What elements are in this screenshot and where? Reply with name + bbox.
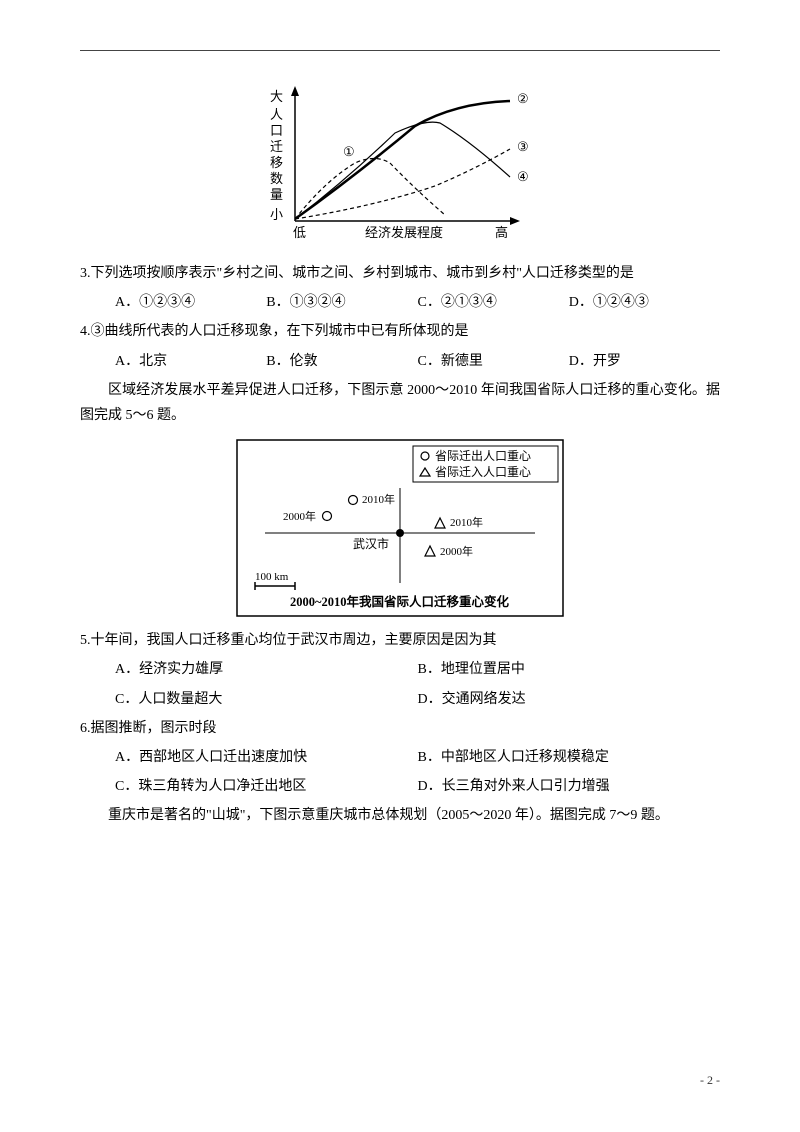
q5-opt-a: A．经济实力雄厚 xyxy=(115,657,418,682)
page-number: - 2 - xyxy=(700,1070,720,1092)
q3-opt-d: D．①②④③ xyxy=(569,290,720,315)
curve-label-4: ④ xyxy=(517,169,529,184)
in-2010: 2010年 xyxy=(450,515,483,529)
y-c1: 人 xyxy=(270,107,283,122)
intro-7-9: 重庆市是著名的"山城"，下图示意重庆城市总体规划（2005～2020 年）。据图… xyxy=(80,803,720,828)
legend1: 省际迁出人口重心 xyxy=(435,449,531,463)
q3-text: 3.下列选项按顺序表示"乡村之间、城市之间、乡村到城市、城市到乡村"人口迁移类型… xyxy=(80,261,720,286)
q4-opt-c: C．新德里 xyxy=(418,349,569,374)
q6-opt-a: A．西部地区人口迁出速度加快 xyxy=(115,745,418,770)
q3-opt-a: A．①②③④ xyxy=(115,290,266,315)
x-label: 经济发展程度 xyxy=(365,225,443,240)
y-c4: 移 xyxy=(270,155,283,170)
q5-options-row1: A．经济实力雄厚 B．地理位置居中 xyxy=(80,657,720,682)
curve-label-3: ③ xyxy=(517,139,529,154)
page-container: 大 人 口 迁 移 数 量 小 低 经济发展程度 高 ② ④ ③ ① 3.下列选… xyxy=(0,0,800,1132)
y-c2: 口 xyxy=(270,123,283,138)
y-small: 小 xyxy=(270,207,283,222)
out-2010: 2010年 xyxy=(362,492,395,506)
in-2000: 2000年 xyxy=(440,544,473,558)
q3-opt-b: B．①③②④ xyxy=(266,290,417,315)
chart-migration-curves: 大 人 口 迁 移 数 量 小 低 经济发展程度 高 ② ④ ③ ① xyxy=(255,81,545,251)
q5-text: 5.十年间，我国人口迁移重心均位于武汉市周边，主要原因是因为其 xyxy=(80,628,720,653)
q6-opt-b: B．中部地区人口迁移规模稳定 xyxy=(418,745,721,770)
q6-opt-c: C．珠三角转为人口净迁出地区 xyxy=(115,774,418,799)
q4-opt-b: B．伦敦 xyxy=(266,349,417,374)
legend2: 省际迁入人口重心 xyxy=(435,465,531,479)
q5-opt-b: B．地理位置居中 xyxy=(418,657,721,682)
q6-options-row1: A．西部地区人口迁出速度加快 B．中部地区人口迁移规模稳定 xyxy=(80,745,720,770)
x-low: 低 xyxy=(293,225,306,240)
q4-opt-a: A．北京 xyxy=(115,349,266,374)
chart-migration-centroid: 省际迁出人口重心 省际迁入人口重心 武汉市 2010年 2000年 2010年 … xyxy=(235,438,565,618)
q3-options: A．①②③④ B．①③②④ C．②①③④ D．①②④③ xyxy=(80,290,720,315)
chart2-caption: 2000~2010年我国省际人口迁移重心变化 xyxy=(290,594,510,609)
x-high: 高 xyxy=(495,225,508,240)
y-c3: 迁 xyxy=(270,139,283,154)
top-rule xyxy=(80,50,720,51)
q6-options-row2: C．珠三角转为人口净迁出地区 D．长三角对外来人口引力增强 xyxy=(80,774,720,799)
q6-opt-d: D．长三角对外来人口引力增强 xyxy=(418,774,721,799)
q4-options: A．北京 B．伦敦 C．新德里 D．开罗 xyxy=(80,349,720,374)
y-big: 大 xyxy=(270,89,283,104)
center-city: 武汉市 xyxy=(353,536,389,551)
curve-label-2: ② xyxy=(517,91,529,106)
y-c5: 数 xyxy=(270,171,283,186)
q4-text: 4.③曲线所代表的人口迁移现象，在下列城市中已有所体现的是 xyxy=(80,319,720,344)
curve-label-1: ① xyxy=(343,144,355,159)
q5-opt-d: D．交通网络发达 xyxy=(418,687,721,712)
out-2000: 2000年 xyxy=(283,509,316,523)
q4-opt-d: D．开罗 xyxy=(569,349,720,374)
intro-5-6: 区域经济发展水平差异促进人口迁移，下图示意 2000～2010 年间我国省际人口… xyxy=(80,378,720,428)
q5-opt-c: C．人口数量超大 xyxy=(115,687,418,712)
y-c6: 量 xyxy=(270,187,283,202)
scale-label: 100 km xyxy=(255,571,289,583)
q5-options-row2: C．人口数量超大 D．交通网络发达 xyxy=(80,687,720,712)
q3-opt-c: C．②①③④ xyxy=(418,290,569,315)
q6-text: 6.据图推断，图示时段 xyxy=(80,716,720,741)
